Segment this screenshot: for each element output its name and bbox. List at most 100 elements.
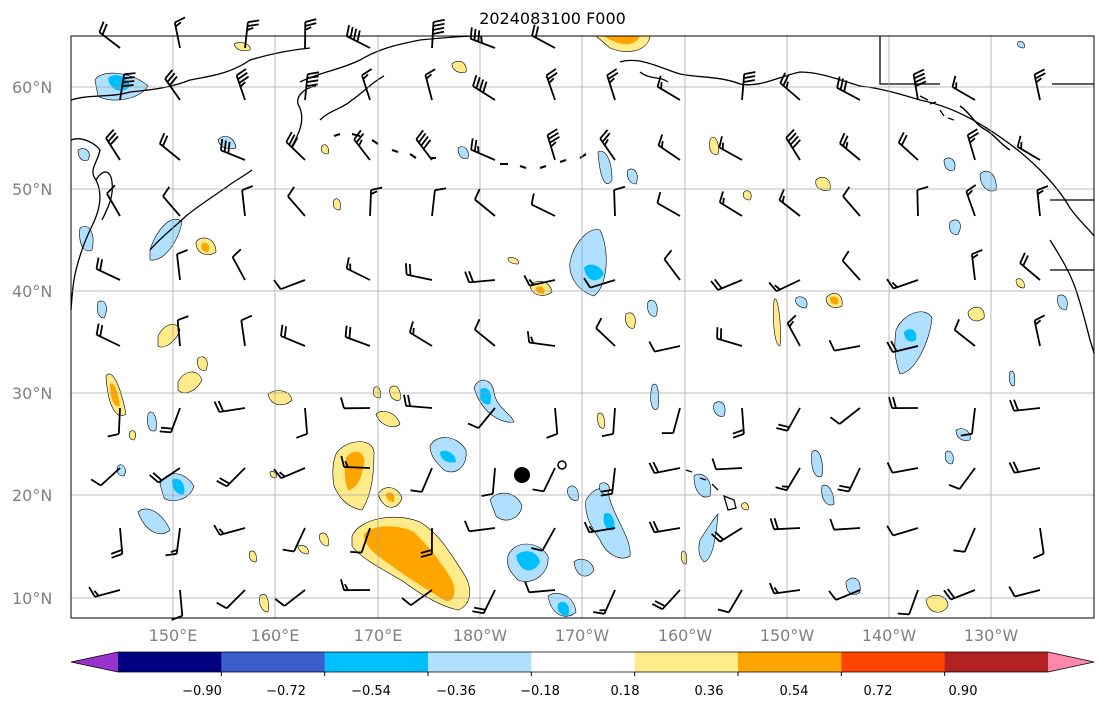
wind-barb-feather [279,471,286,478]
wind-barb-feather [900,134,908,146]
wind-barb-shaft [595,327,616,347]
wind-barb-feather [240,314,253,322]
wind-barb-feather [370,186,383,191]
wind-barb-feather [403,394,407,407]
lat-label-40n: 40°N [12,282,53,301]
coastlines [70,35,1095,511]
wind-barb-shaft [406,405,433,409]
wind-barb-feather [473,139,478,152]
wind-barb-shaft [786,407,801,432]
wind-barb-feather [408,263,412,276]
wind-barb-shaft [531,203,556,217]
wind-barb-shaft [545,75,556,101]
wind-barb-feather [358,139,363,147]
wind-barb-feather [122,80,135,84]
wind-barb-shaft [157,467,181,484]
wind-barb-shaft [304,74,309,101]
wind-barb-feather [433,22,445,27]
wind-barb-feather [1016,135,1022,148]
wind-barb-feather [123,76,135,80]
wind-barb-feather [969,137,976,144]
wind-barb-shaft [119,74,125,101]
wind-barb-shaft [892,345,919,353]
wind-barb-shaft [716,337,743,347]
wind-barb-feather [481,493,493,497]
wind-barb-feather [546,433,558,439]
wind-barb-feather [531,547,543,552]
wind-barb-feather [350,551,362,554]
wind-barb-shaft [469,279,496,284]
wind-barb-shaft [841,260,861,281]
wind-barb-shaft [741,74,746,101]
wind-barb-feather [296,433,308,439]
wind-barb-feather [237,72,248,80]
wind-barb-feather [420,549,433,554]
wind-barb-shaft [226,467,246,488]
wind-barb-feather [1037,189,1044,195]
wind-barb-shaft [409,331,433,347]
wind-barb-feather [547,72,558,80]
wind-barb-shaft [847,467,861,492]
wind-barb-feather [88,586,96,598]
wind-barb-feather [1035,77,1042,84]
wind-barb-feather [828,339,836,351]
wind-barb-shaft [958,467,976,490]
wind-barb-feather [842,135,849,147]
lat-label-50n: 50°N [12,180,53,199]
wind-barb-feather [463,520,471,532]
wind-barb-shaft [908,589,919,615]
colorbar-segment [221,652,326,672]
wind-barb-shaft [176,320,181,347]
wind-barb-shaft [950,589,976,601]
wind-barb-feather [106,184,116,195]
wind-barb-feather [1013,399,1019,411]
wind-barb-shaft [839,142,861,161]
wind-barb-shaft [654,527,681,534]
wind-barb-feather [946,588,956,599]
wind-barb-feather [417,132,427,144]
wind-barb-feather [482,81,488,93]
wind-barb-feather [370,190,378,195]
wind-barb-feather [782,74,790,86]
wind-barb-feather [410,489,422,493]
colorbar-tick-label: −0.36 [436,684,476,699]
wind-barb-feather [175,21,182,28]
wind-barb-feather [220,138,224,151]
wind-barb-feather [710,533,721,543]
wind-barb-feather [122,84,134,88]
lon-label-150w: 150°W [759,626,815,645]
wind-barb-feather [420,553,433,558]
wind-barb-feather [213,401,221,413]
wind-barb-feather [415,129,424,140]
wind-barb-feather [111,553,123,559]
wind-barb-shaft [98,31,121,49]
wind-barb-feather [1009,399,1015,412]
wind-barb-shaft [474,328,496,347]
wind-barb-feather [532,488,544,493]
wind-barb-feather [595,317,603,329]
wind-barb-feather [967,128,978,136]
lat-label-20n: 20°N [12,486,53,505]
wind-barb-shaft [774,589,801,595]
wind-barb-feather [344,460,349,468]
wind-barb-feather [236,68,247,77]
wind-barbs [88,16,1049,621]
wind-barb-shaft [717,279,743,291]
wind-barb-feather [951,75,957,88]
wind-barb-feather [464,271,470,283]
wind-barb-feather [583,277,591,289]
wind-barb-feather [162,186,171,197]
wind-barb-shaft [603,589,616,615]
wind-barb-shaft [219,527,246,536]
map-title: 2024083100 F000 [479,9,626,28]
wind-barb-feather [768,582,776,594]
wind-barb-feather [778,189,785,201]
wind-barb-shaft [231,256,246,281]
wind-barb-shaft [836,87,861,101]
wind-barb-feather [280,324,284,337]
wind-barb-feather [344,325,348,338]
wind-barb-shaft [654,345,681,353]
wind-barb-feather [165,552,177,557]
wind-barb-shaft [773,527,801,531]
wind-barb-feather [216,601,228,610]
